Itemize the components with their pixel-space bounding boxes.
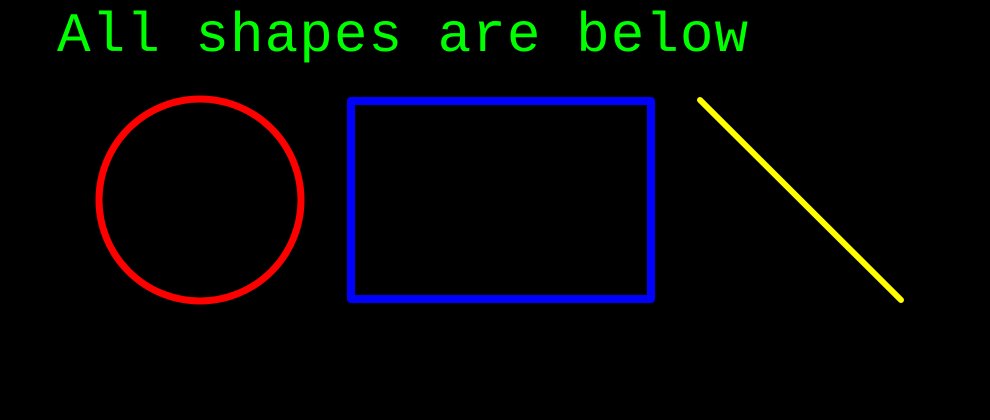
red-circle (95, 95, 305, 305)
page-title: All shapes are below (57, 4, 750, 68)
yellow-line (697, 97, 904, 303)
blue-rectangle (347, 97, 655, 303)
